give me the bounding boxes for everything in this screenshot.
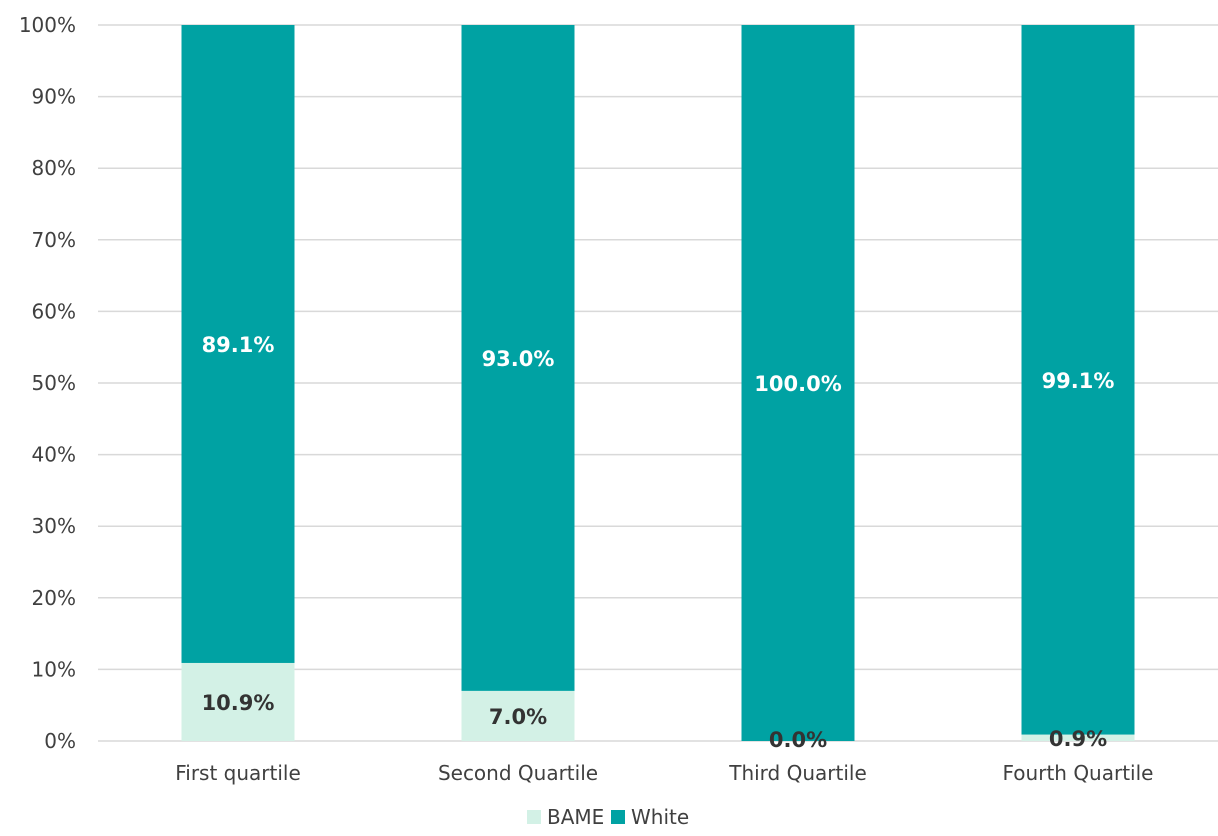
y-tick-label: 80% (32, 156, 76, 180)
data-label-white: 100.0% (754, 372, 841, 396)
y-tick-label: 20% (32, 586, 76, 610)
bar-bame-2 (461, 690, 575, 741)
data-label-bame: 0.0% (769, 728, 827, 752)
bar-white-1 (181, 25, 295, 663)
x-axis: First quartile Second Quartile Third Quart… (175, 761, 1153, 785)
bar-white-4 (1021, 25, 1135, 735)
legend: BAME White (527, 805, 689, 829)
data-label-bame: 0.9% (1049, 727, 1107, 751)
data-label-bame: 7.0% (489, 705, 547, 729)
legend-label-bame: BAME (547, 805, 604, 829)
bar-white-3 (741, 25, 855, 741)
bar-bame-4 (1021, 734, 1135, 741)
bar-bame-1 (181, 662, 295, 741)
legend-label-white: White (631, 805, 689, 829)
y-tick-label: 90% (32, 85, 76, 109)
legend-swatch-white (611, 810, 625, 824)
y-tick-label: 30% (32, 514, 76, 538)
data-labels: 10.9% 89.1% 7.0% 93.0% 0.0% 100.0% 0.9% 99.1% (202, 333, 1115, 752)
x-category-label: Third Quartile (728, 761, 867, 785)
y-tick-label: 60% (32, 299, 76, 323)
bar-white-2 (461, 25, 575, 691)
data-label-bame: 10.9% (202, 691, 275, 715)
x-category-label: First quartile (175, 761, 301, 785)
y-axis: 0% 10% 20% 30% 40% 50% 60% 70% 80% 90% 100% (19, 13, 76, 753)
bars (181, 25, 1135, 741)
y-tick-label: 100% (19, 13, 76, 37)
legend-swatch-bame (527, 810, 541, 824)
x-category-label: Fourth Quartile (1003, 761, 1154, 785)
y-tick-label: 50% (32, 371, 76, 395)
y-tick-label: 10% (32, 657, 76, 681)
data-label-white: 93.0% (482, 347, 555, 371)
x-category-label: Second Quartile (438, 761, 598, 785)
y-tick-label: 40% (32, 443, 76, 467)
data-label-white: 89.1% (202, 333, 275, 357)
data-label-white: 99.1% (1042, 369, 1115, 393)
y-tick-label: 70% (32, 228, 76, 252)
y-tick-label: 0% (44, 729, 76, 753)
